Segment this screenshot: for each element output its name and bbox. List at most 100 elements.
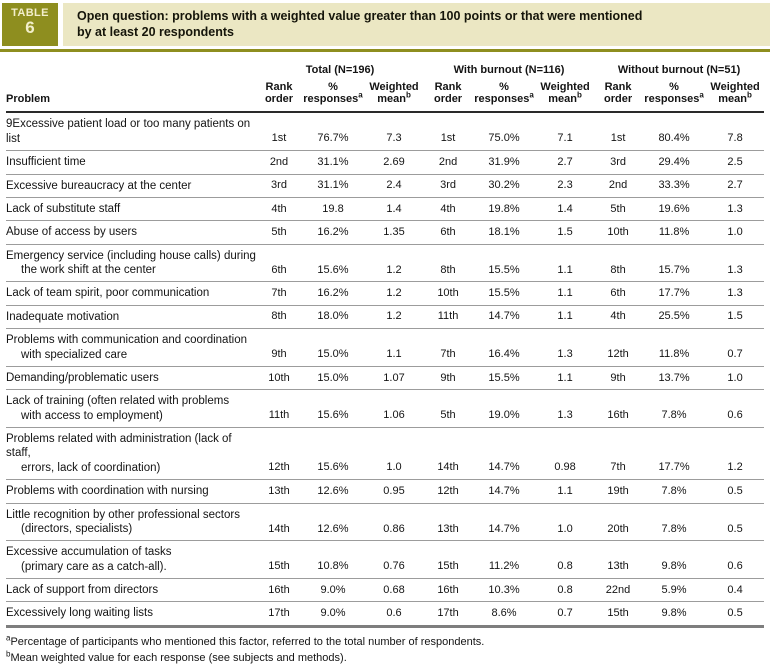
problem-line: Little recognition by other professional… — [6, 508, 240, 521]
problem-line: Demanding/problematic users — [6, 371, 159, 384]
table-row: Excessively long waiting lists 17th 9.0%… — [6, 601, 765, 628]
problem-cell: Excessively long waiting lists — [6, 601, 256, 628]
cell-total-pct: 12.6% — [302, 479, 364, 504]
cell-total-wmean: 1.2 — [364, 305, 425, 330]
col-header-pct-noburnout: % responsesa — [642, 80, 707, 114]
cell-noburnout-wmean: 0.6 — [706, 540, 765, 580]
cell-noburnout-rank: 16th — [594, 389, 643, 429]
cell-noburnout-rank: 5th — [594, 197, 643, 222]
table-header-band: TABLE 6 Open question: problems with a w… — [0, 0, 770, 46]
table-title-line2: by at least 20 respondents — [77, 25, 235, 40]
data-table: Total (N=196) With burnout (N=116) Witho… — [6, 56, 765, 628]
table-body: 9Excessive patient load or too many pati… — [6, 112, 765, 628]
cell-total-rank: 8th — [256, 305, 302, 330]
cell-noburnout-wmean: 1.3 — [706, 244, 765, 283]
cell-burnout-wmean: 2.3 — [536, 174, 595, 198]
problem-cell: Abuse of access by users — [6, 220, 256, 245]
cell-total-rank: 3rd — [256, 174, 302, 198]
table-row: Inadequate motivation 8th 18.0% 1.2 11th… — [6, 305, 765, 330]
footnote-b: bMean weighted value for each response (… — [6, 650, 762, 667]
cell-burnout-pct: 19.8% — [472, 197, 537, 222]
problem-line: Lack of team spirit, poor communication — [6, 287, 210, 300]
table-title-line1: Open question: problems with a weighted … — [77, 9, 643, 23]
cell-burnout-rank: 3rd — [424, 174, 473, 198]
cell-noburnout-rank: 20th — [594, 503, 643, 542]
cell-total-rank: 14th — [256, 503, 302, 542]
cell-noburnout-pct: 7.8% — [642, 479, 707, 504]
cell-burnout-wmean: 1.1 — [536, 281, 595, 306]
cell-total-wmean: 1.2 — [364, 281, 425, 306]
cell-burnout-rank: 4th — [424, 197, 473, 222]
footnotes: aPercentage of participants who mentione… — [6, 634, 762, 667]
group-header-without-burnout: Without burnout (N=51) — [617, 63, 741, 76]
problem-line: Lack of support from directors — [6, 584, 159, 597]
cell-burnout-rank: 15th — [424, 540, 473, 580]
problem-cell: Lack of team spirit, poor communication — [6, 281, 256, 306]
cell-burnout-pct: 14.7% — [472, 305, 537, 330]
cell-total-wmean: 1.2 — [364, 244, 425, 283]
cell-noburnout-rank: 12th — [594, 328, 643, 367]
cell-total-pct: 15.6% — [302, 389, 364, 429]
cell-total-rank: 10th — [256, 366, 302, 391]
cell-noburnout-rank: 3rd — [594, 150, 643, 175]
problem-line: with specialized care — [21, 348, 128, 361]
table-row: Problems related with administration (la… — [6, 427, 765, 481]
cell-total-wmean: 1.06 — [364, 389, 425, 429]
cell-total-pct: 19.8 — [302, 197, 364, 222]
table-row: Lack of training (often related with pro… — [6, 389, 765, 429]
problem-cell: Emergency service (including house calls… — [6, 244, 256, 283]
cell-noburnout-rank: 6th — [594, 281, 643, 306]
cell-burnout-wmean: 1.5 — [536, 220, 595, 245]
col-header-wmean-total: Weighted meanb — [364, 80, 425, 114]
footnote-a-text: Percentage of participants who mentioned… — [10, 635, 485, 648]
problem-line: Lack of substitute staff — [6, 202, 121, 215]
cell-burnout-wmean: 7.1 — [536, 112, 595, 152]
cell-noburnout-pct: 7.8% — [642, 389, 707, 429]
table-row: Problems with coordination with nursing … — [6, 479, 765, 504]
cell-noburnout-pct: 33.3% — [642, 174, 707, 198]
problem-line: Problems related with administration (la… — [6, 433, 232, 460]
cell-total-wmean: 0.6 — [364, 601, 425, 628]
footnote-marker-a: a — [358, 90, 363, 100]
cell-noburnout-rank: 2nd — [594, 174, 643, 198]
cell-total-pct: 31.1% — [302, 174, 364, 198]
problem-line: the work shift at the center — [21, 264, 156, 277]
cell-burnout-pct: 8.6% — [472, 601, 537, 628]
cell-burnout-rank: 14th — [424, 427, 473, 481]
cell-noburnout-wmean: 1.0 — [706, 220, 765, 245]
table-row: Excessive bureaucracy at the center 3rd … — [6, 174, 765, 198]
cell-total-rank: 15th — [256, 540, 302, 580]
table-row: Problems with communication and coordina… — [6, 328, 765, 367]
footnote-marker-a: a — [529, 90, 534, 100]
cell-total-wmean: 1.07 — [364, 366, 425, 391]
table-number-badge: TABLE 6 — [2, 3, 58, 46]
table-row: Lack of substitute staff 4th 19.8 1.4 4t… — [6, 197, 765, 222]
cell-noburnout-pct: 15.7% — [642, 244, 707, 283]
cell-total-pct: 18.0% — [302, 305, 364, 330]
title-banner: Open question: problems with a weighted … — [63, 3, 770, 46]
cell-total-rank: 1st — [256, 112, 302, 152]
cell-burnout-pct: 15.5% — [472, 244, 537, 283]
badge-word: TABLE — [11, 7, 49, 19]
cell-total-pct: 15.0% — [302, 328, 364, 367]
cell-burnout-pct: 10.3% — [472, 578, 537, 603]
cell-burnout-pct: 15.5% — [472, 281, 537, 306]
problem-line: Excessive accumulation of tasks — [6, 546, 172, 559]
cell-burnout-rank: 9th — [424, 366, 473, 391]
cell-burnout-rank: 1st — [424, 112, 473, 152]
problem-line: errors, lack of coordination) — [21, 461, 161, 474]
cell-burnout-pct: 19.0% — [472, 389, 537, 429]
cell-noburnout-rank: 22nd — [594, 578, 643, 603]
cell-burnout-pct: 11.2% — [472, 540, 537, 580]
cell-total-pct: 15.0% — [302, 366, 364, 391]
cell-burnout-pct: 14.7% — [472, 427, 537, 481]
cell-noburnout-rank: 4th — [594, 305, 643, 330]
cell-noburnout-pct: 25.5% — [642, 305, 707, 330]
cell-burnout-rank: 7th — [424, 328, 473, 367]
cell-burnout-wmean: 1.0 — [536, 503, 595, 542]
table-row: Little recognition by other professional… — [6, 503, 765, 542]
table-row: Lack of support from directors 16th 9.0%… — [6, 578, 765, 603]
cell-noburnout-wmean: 1.2 — [706, 427, 765, 481]
cell-noburnout-wmean: 2.7 — [706, 174, 765, 198]
problem-cell: Insufficient time — [6, 150, 256, 175]
